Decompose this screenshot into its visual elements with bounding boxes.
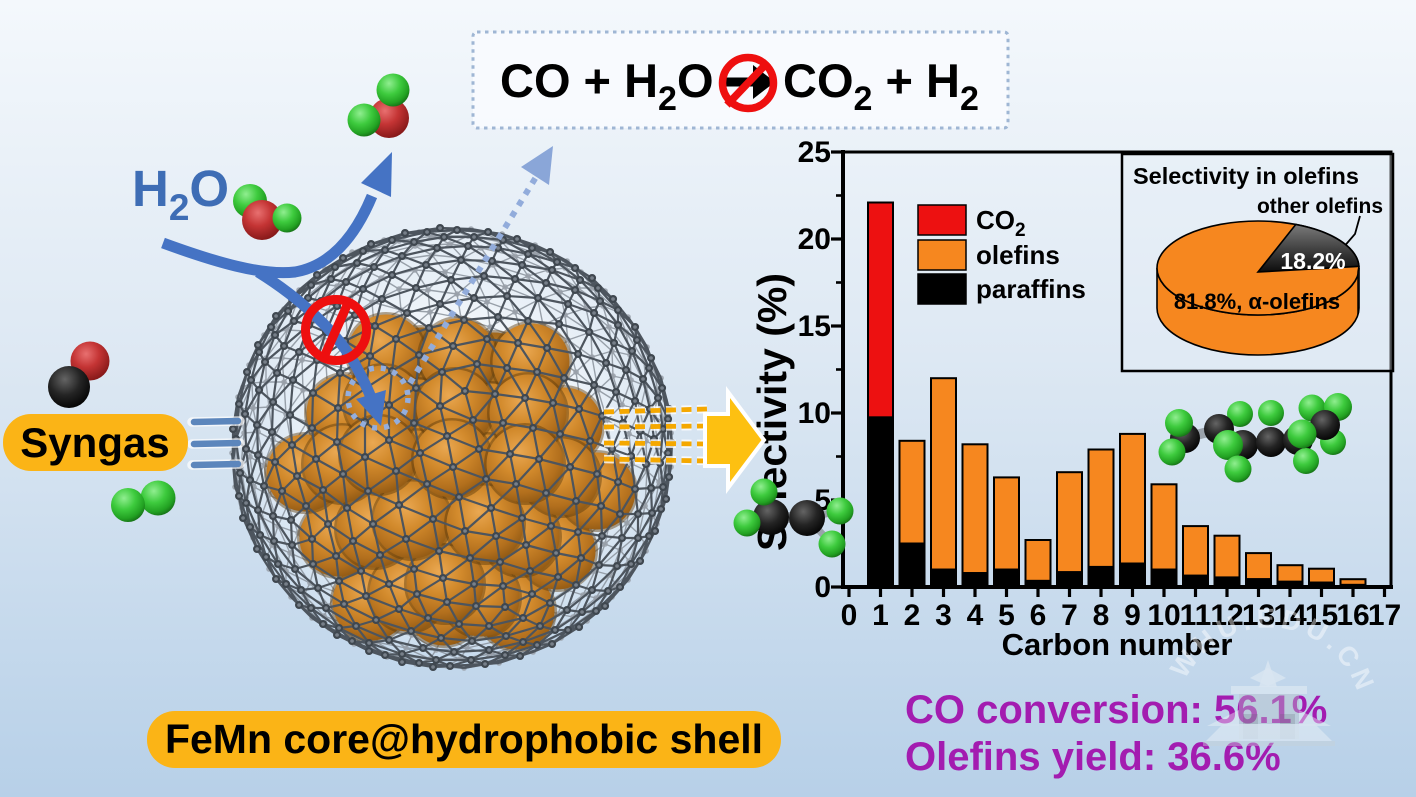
svg-text:10: 10 [1147,599,1180,632]
svg-text:12: 12 [1210,599,1243,632]
svg-text:7: 7 [1061,599,1078,632]
svg-text:CO2 + H2: CO2 + H2 [783,54,979,118]
svg-text:CO conversion: 56.1%: CO conversion: 56.1% [905,688,1327,732]
svg-text:16: 16 [1336,599,1369,632]
svg-text:15: 15 [1305,599,1338,632]
svg-text:20: 20 [798,223,831,256]
svg-text:9: 9 [1124,599,1141,632]
svg-text:15: 15 [798,310,831,343]
svg-text:FeMn core@hydrophobic shell: FeMn core@hydrophobic shell [165,716,763,762]
svg-text:4: 4 [967,599,984,632]
svg-text:H2O: H2O [132,160,229,228]
svg-text:25: 25 [798,136,831,169]
svg-text:6: 6 [1030,599,1047,632]
svg-text:81.8%, α-olefins: 81.8%, α-olefins [1174,289,1340,314]
svg-text:0: 0 [841,599,858,632]
svg-text:0: 0 [814,571,831,604]
svg-text:14: 14 [1273,599,1307,632]
svg-text:13: 13 [1242,599,1275,632]
svg-text:olefins: olefins [976,240,1060,270]
svg-text:other olefins: other olefins [1257,195,1383,218]
svg-text:Olefins yield: 36.6%: Olefins yield: 36.6% [905,735,1281,779]
svg-text:8: 8 [1093,599,1110,632]
svg-text:Syngas: Syngas [20,419,169,466]
svg-text:18.2%: 18.2% [1280,248,1345,274]
svg-text:1: 1 [872,599,889,632]
svg-text:paraffins: paraffins [976,274,1086,304]
svg-text:11: 11 [1180,599,1212,632]
svg-text:Carbon number: Carbon number [1002,627,1233,662]
svg-text:17: 17 [1368,599,1401,632]
svg-text:3: 3 [935,599,952,632]
svg-text:10: 10 [798,397,831,430]
svg-text:5: 5 [998,599,1015,632]
svg-text:Selectivity in olefins: Selectivity in olefins [1133,163,1359,189]
svg-text:2: 2 [904,599,921,632]
